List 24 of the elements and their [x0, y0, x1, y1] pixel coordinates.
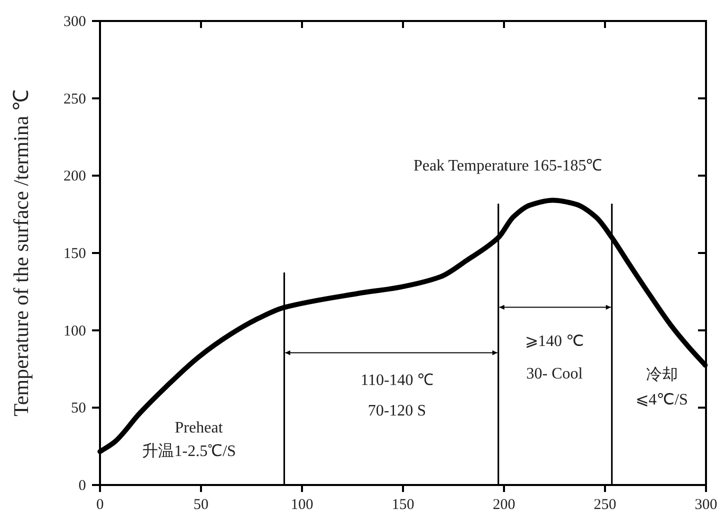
- annotation: 冷却: [646, 366, 678, 384]
- annotation: ⩾140 ℃: [525, 332, 584, 350]
- y-tick-label: 300: [64, 14, 86, 30]
- x-tick-label: 100: [290, 497, 314, 513]
- y-tick-label: 50: [71, 400, 86, 417]
- x-tick-label: 300: [694, 497, 718, 513]
- x-tick-label: 200: [492, 497, 516, 513]
- annotation: Preheat: [174, 420, 223, 437]
- y-tick-label: 150: [64, 246, 86, 262]
- annotation: 30- Cool: [526, 365, 583, 382]
- annotation: Peak Temperature 165-185℃: [413, 157, 602, 174]
- x-tick-label: 250: [594, 497, 616, 513]
- annotation: 升温1-2.5℃/S: [142, 442, 236, 460]
- y-tick-label: 0: [78, 478, 86, 494]
- x-tick-label: 0: [96, 497, 104, 513]
- y-axis-title: Temperature of the surface /termina ℃: [9, 90, 33, 416]
- annotation: 70-120 S: [368, 402, 426, 420]
- y-tick-label: 200: [64, 168, 86, 185]
- y-tick-label: 250: [64, 91, 86, 108]
- annotation: 110-140 ℃: [360, 372, 434, 390]
- x-tick-label: 50: [194, 497, 208, 513]
- annotation: ⩽4℃/S: [636, 392, 688, 409]
- y-tick-label: 100: [64, 323, 86, 340]
- x-tick-label: 150: [392, 497, 414, 513]
